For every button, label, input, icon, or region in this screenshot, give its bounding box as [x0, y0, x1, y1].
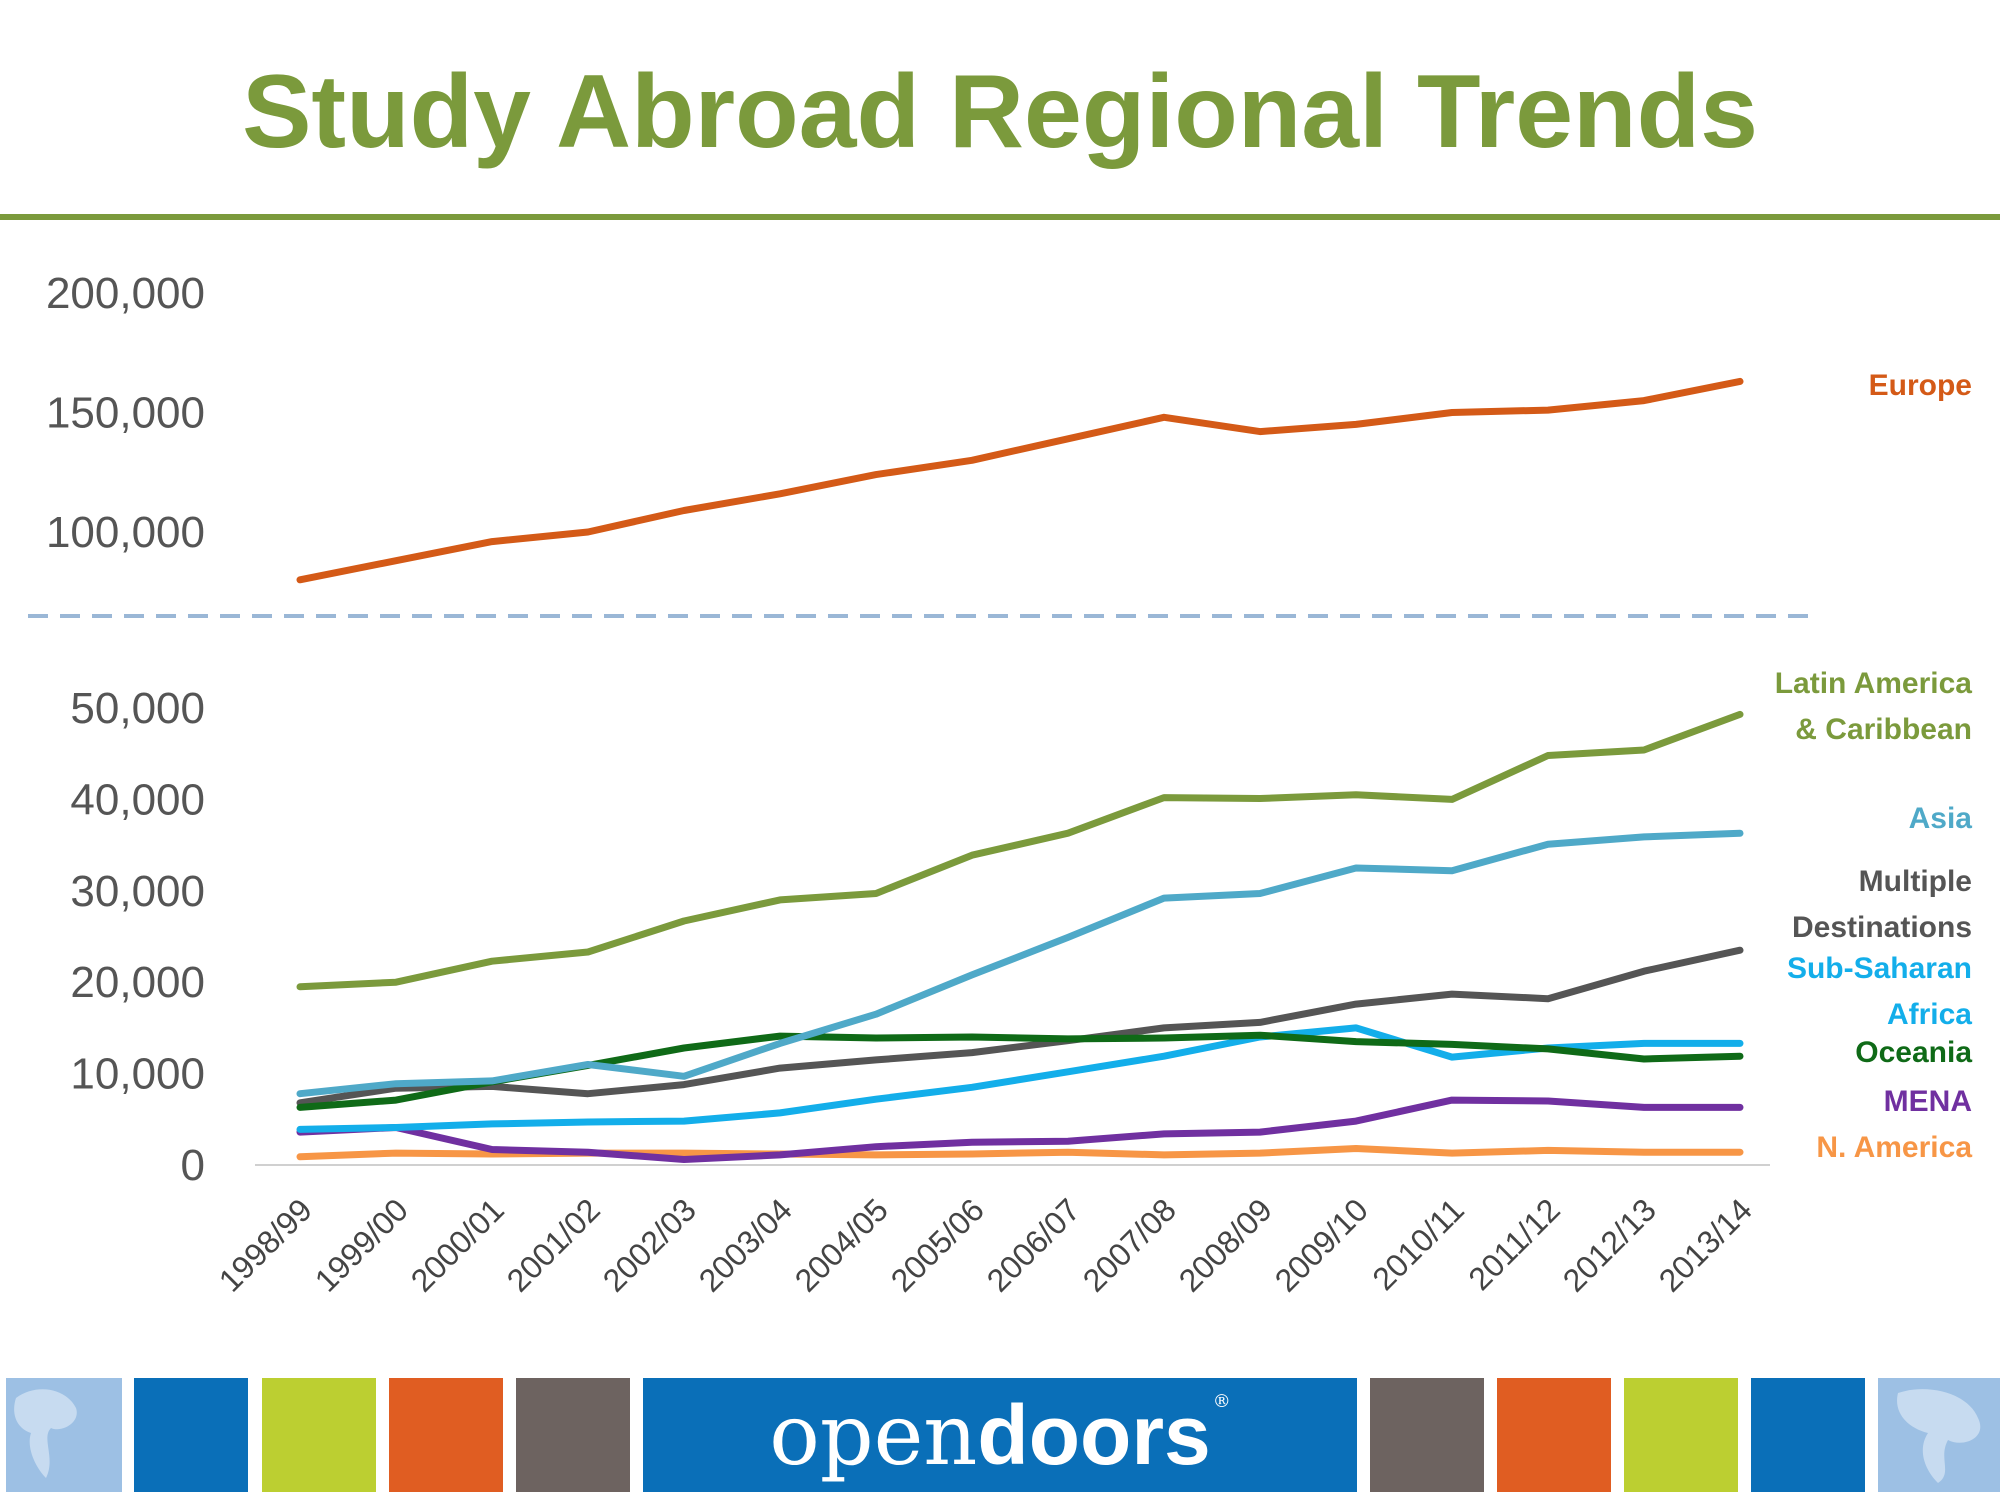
x-tick-label: 2013/14 — [1652, 1191, 1759, 1298]
x-tick-label: 2008/09 — [1172, 1191, 1279, 1298]
opendoors-wordmark: opendoors ® — [769, 1391, 1231, 1478]
series-line-asia — [296, 829, 1744, 1098]
globe-map-graphic — [14, 1389, 77, 1478]
x-tick-label: 2003/04 — [692, 1191, 799, 1298]
line-chart: 200,000 150,000 100,000 50,000 40,000 30,000… — [28, 269, 1973, 1299]
y-tick-label: 0 — [181, 1141, 205, 1190]
x-tick-label: 1999/00 — [308, 1191, 415, 1298]
series-label-oceania: Oceania — [1855, 1036, 1972, 1069]
series-label-mena: MENA — [1884, 1085, 1972, 1118]
x-tick-label: 2012/13 — [1556, 1191, 1663, 1298]
x-tick-label: 2009/10 — [1268, 1191, 1375, 1298]
y-tick-label: 50,000 — [70, 684, 205, 733]
series-line-latin-america-caribbean — [296, 710, 1744, 991]
y-tick-label: 200,000 — [46, 269, 205, 318]
y-tick-label: 150,000 — [46, 389, 205, 438]
series-label-n-america: N. America — [1816, 1131, 1972, 1164]
series-line-mena — [296, 1096, 1744, 1163]
series-label-asia: Asia — [1909, 802, 1973, 835]
x-tick-label: 2001/02 — [500, 1191, 607, 1298]
series-labels: Europe Latin America & Caribbean Asia Multip… — [1775, 369, 1973, 1164]
footer-banner: opendoors ® — [0, 1372, 2000, 1500]
globe-right-icon — [1878, 1378, 2000, 1492]
footer-tile-orange-2 — [1497, 1378, 1611, 1492]
x-tick-label: 2000/01 — [404, 1191, 511, 1298]
x-tick-label: 2006/07 — [980, 1191, 1087, 1298]
x-axis: 1998/991999/002000/012001/022002/032003/… — [212, 1191, 1759, 1298]
footer-tile-gray-2 — [1370, 1378, 1484, 1492]
series-layer — [296, 377, 1744, 1163]
series-label-multiple-destinations: Multiple — [1859, 865, 1972, 898]
series-line-europe — [296, 377, 1744, 584]
lower-y-axis: 50,000 40,000 30,000 20,000 10,000 0 — [70, 684, 205, 1190]
x-tick-label: 2007/08 — [1076, 1191, 1183, 1298]
x-tick-label: 2004/05 — [788, 1191, 895, 1298]
globe-map-graphic-right — [1897, 1389, 1981, 1483]
opendoors-logo: opendoors ® — [643, 1378, 1357, 1492]
series-label-latin-america-caribbean: Latin America — [1775, 667, 1973, 700]
y-tick-label: 10,000 — [70, 1050, 205, 1099]
footer-tile-gray-1 — [516, 1378, 630, 1492]
registered-mark: ® — [1212, 1391, 1231, 1412]
series-line-multiple-destinations — [296, 946, 1744, 1107]
series-label-sub-saharan-africa: Sub-Saharan — [1787, 952, 1972, 985]
y-tick-label: 20,000 — [70, 958, 205, 1007]
page-title: Study Abroad Regional Trends — [242, 54, 1758, 170]
upper-y-axis: 200,000 150,000 100,000 — [46, 269, 205, 557]
y-tick-label: 40,000 — [70, 775, 205, 824]
brand-prefix: open — [769, 1386, 978, 1484]
footer-tile-green-1 — [262, 1378, 376, 1492]
x-tick-label: 1998/99 — [212, 1191, 319, 1298]
brand-suffix: doors — [977, 1388, 1211, 1482]
footer-tile-green-2 — [1624, 1378, 1738, 1492]
title-divider — [0, 214, 2000, 220]
footer-tile-blue-2 — [1751, 1378, 1865, 1492]
series-label-europe: Europe — [1869, 369, 1972, 402]
footer-tile-orange-1 — [389, 1378, 503, 1492]
x-tick-label: 2002/03 — [596, 1191, 703, 1298]
x-tick-label: 2005/06 — [884, 1191, 991, 1298]
y-tick-label: 100,000 — [46, 508, 205, 557]
x-tick-label: 2010/11 — [1365, 1191, 1471, 1297]
x-tick-label: 2011/12 — [1461, 1191, 1567, 1297]
footer-tile-blue-1 — [134, 1378, 248, 1492]
series-label-sub-saharan-africa: Africa — [1887, 998, 1972, 1031]
y-tick-label: 30,000 — [70, 867, 205, 916]
globe-left-icon — [6, 1378, 122, 1492]
series-label-multiple-destinations: Destinations — [1792, 911, 1972, 944]
series-line-sub-saharan-africa — [296, 1024, 1744, 1133]
series-label-latin-america-caribbean: & Caribbean — [1795, 713, 1972, 746]
